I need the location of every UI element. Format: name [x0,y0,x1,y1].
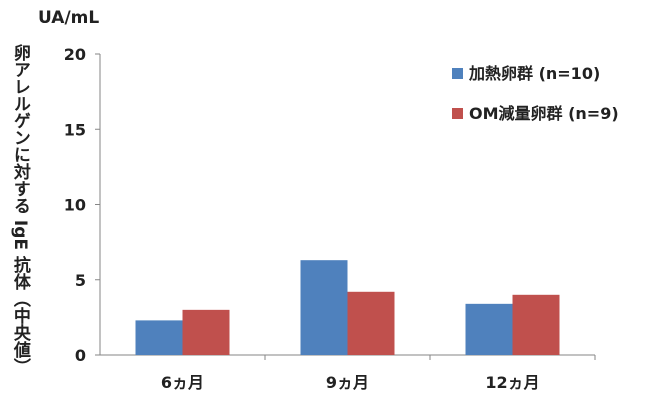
unit-label: UA/mL [38,8,100,28]
y-axis-label-container: 卵アレルゲンに対する IgE 抗体（中央値） [10,44,36,389]
x-tick-label: 9ヵ月 [326,373,369,392]
y-axis-label: 卵アレルゲンに対する IgE 抗体（中央値） [9,44,30,375]
bars [135,260,560,355]
y-tick-label: 20 [64,45,86,64]
bar [300,260,348,355]
bar [465,303,513,355]
y-tick-label: 15 [64,120,86,139]
bar [135,320,183,355]
bar [347,291,395,355]
y-tick-label: 5 [75,271,86,290]
legend: 加熱卵群 (n=10) OM減量卵群 (n=9) [452,64,619,123]
y-tick-label: 0 [75,346,86,365]
legend-label: 加熱卵群 (n=10) [468,64,600,83]
legend-swatch [452,108,463,119]
x-tick-label: 12ヵ月 [485,373,539,392]
bar [512,294,560,355]
bar [182,309,230,355]
legend-label: OM減量卵群 (n=9) [469,104,619,123]
x-tick-label: 6ヵ月 [161,373,204,392]
y-tick-label: 10 [64,196,86,215]
legend-swatch [452,68,463,79]
